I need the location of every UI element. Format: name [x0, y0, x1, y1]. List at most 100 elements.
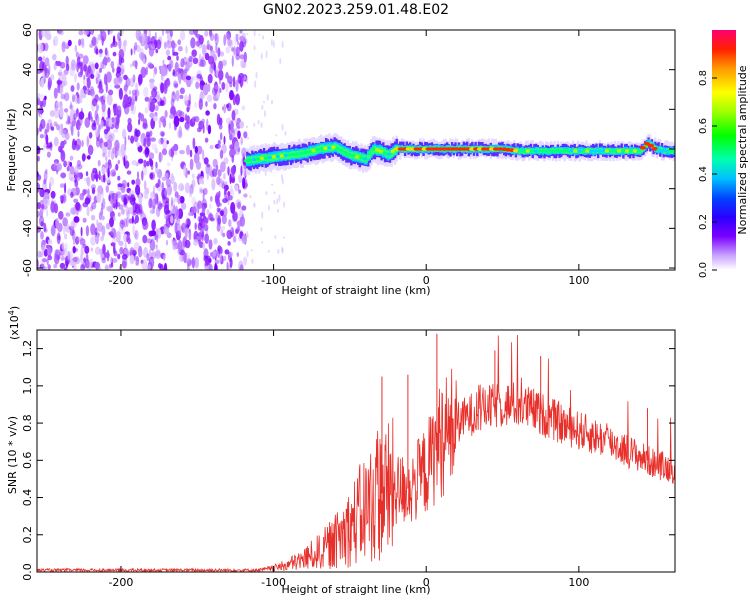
noise-blob — [88, 132, 93, 139]
ridge-peak — [355, 155, 360, 159]
noise-blob — [160, 100, 165, 107]
noise-blob — [58, 69, 63, 81]
noise-blob — [85, 30, 91, 33]
ridge-segment — [623, 149, 627, 154]
ridge-peak — [359, 156, 364, 160]
y-tick-label: 1.2 — [21, 340, 34, 358]
noise-blob — [118, 55, 122, 66]
noise-blob — [223, 181, 228, 186]
noise-blob — [228, 219, 232, 228]
noise-blob — [63, 233, 68, 240]
noise-blob — [151, 219, 156, 231]
noise-blob — [216, 207, 221, 213]
noise-blob — [47, 81, 51, 91]
noise-blob — [223, 135, 226, 145]
noise-blob — [86, 77, 89, 82]
noise-blob — [126, 210, 130, 220]
noise-blob — [281, 41, 284, 49]
noise-blob — [89, 258, 93, 267]
noise-blob — [247, 136, 249, 140]
noise-blob — [107, 30, 110, 36]
noise-blob — [84, 117, 91, 128]
noise-blob — [113, 128, 119, 133]
noise-blob — [43, 170, 48, 182]
noise-blob — [163, 83, 168, 95]
noise-blob — [95, 48, 99, 55]
noise-blob — [123, 156, 126, 167]
noise-blob — [142, 58, 146, 64]
noise-blob — [100, 120, 104, 128]
noise-blob — [109, 30, 113, 35]
noise-blob — [94, 170, 98, 180]
y-tick-label: 0.4 — [21, 489, 34, 507]
noise-blob — [58, 210, 64, 220]
noise-blob — [241, 205, 247, 211]
ridge-segment — [393, 147, 397, 155]
noise-blob — [69, 161, 72, 167]
noise-blob — [160, 82, 165, 94]
noise-blob — [109, 217, 114, 228]
noise-blob — [86, 135, 89, 148]
noise-blob — [228, 39, 234, 48]
ridge-peak — [549, 149, 554, 153]
noise-blob — [72, 94, 76, 103]
noise-blob — [205, 110, 210, 116]
noise-blob — [261, 241, 264, 244]
noise-blob — [75, 138, 82, 150]
noise-blob — [210, 50, 216, 57]
noise-blob — [198, 98, 203, 110]
ridge-peak — [639, 146, 647, 150]
noise-blob — [232, 94, 236, 106]
ridge-peak — [243, 159, 249, 163]
noise-blob — [103, 173, 106, 183]
snr-frame — [36, 329, 676, 573]
noise-blob — [59, 195, 65, 200]
noise-blob — [179, 30, 186, 41]
noise-blob — [197, 200, 203, 209]
noise-blob — [62, 217, 68, 227]
noise-blob — [53, 161, 59, 171]
noise-blob — [260, 52, 263, 60]
noise-blob — [134, 89, 140, 97]
noise-blob — [217, 139, 222, 146]
noise-blob — [216, 113, 221, 126]
noise-blob — [208, 239, 213, 250]
noise-blob — [239, 121, 244, 129]
noise-blob — [143, 86, 149, 98]
snr-axes: -200 -100 0 100 0.0 0.2 0.4 0.6 0.8 1.0 1.2 — [21, 330, 675, 589]
noise-blob — [163, 41, 167, 50]
noise-blob — [170, 174, 175, 185]
ridge-segment — [382, 148, 385, 155]
noise-blob — [80, 226, 83, 237]
noise-blob — [180, 58, 185, 68]
noise-blob — [206, 163, 211, 168]
noise-blob — [206, 208, 210, 216]
noise-blob — [135, 129, 141, 137]
noise-blob — [226, 30, 232, 40]
noise-blob — [163, 262, 168, 270]
noise-blob — [265, 191, 268, 196]
noise-blob — [134, 214, 139, 224]
noise-blob — [139, 251, 144, 256]
snr-scale-base: (x10 — [8, 315, 21, 340]
noise-blob — [194, 145, 198, 154]
noise-blob — [124, 136, 127, 147]
noise-blob — [60, 256, 66, 261]
ridge-peak — [672, 149, 675, 153]
noise-blob — [195, 40, 201, 47]
noise-blob — [67, 39, 72, 47]
noise-blob — [155, 206, 161, 218]
noise-blob — [134, 203, 141, 215]
noise-blob — [129, 254, 135, 265]
noise-blob — [175, 89, 180, 102]
noise-blob — [90, 30, 93, 34]
noise-blob — [149, 209, 155, 215]
noise-blob — [83, 30, 89, 36]
noise-blob — [58, 84, 64, 95]
noise-blob — [90, 236, 96, 246]
noise-blob — [241, 32, 247, 43]
noise-blob — [154, 192, 159, 205]
noise-blob — [229, 90, 234, 101]
noise-blob — [253, 45, 256, 51]
